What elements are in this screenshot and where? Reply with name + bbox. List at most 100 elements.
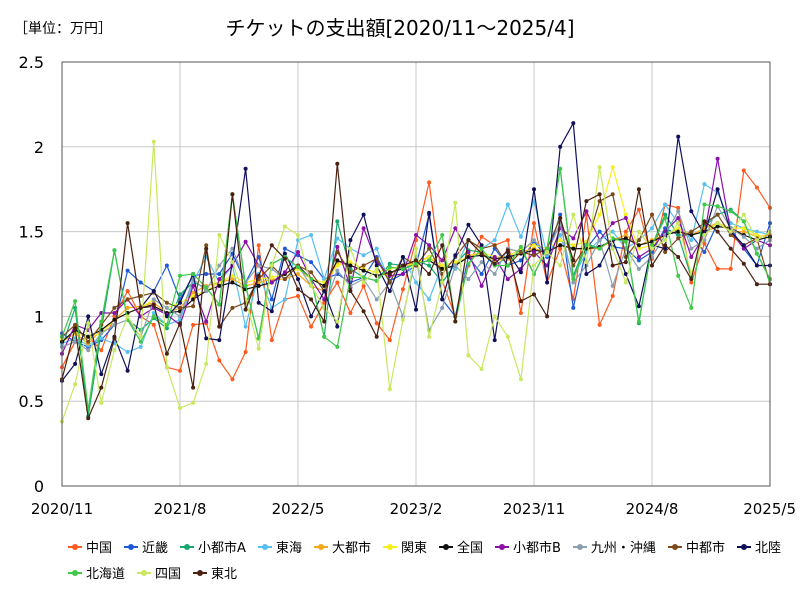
data-point [230,377,235,382]
data-point [138,344,143,349]
data-point [741,243,746,248]
data-point [400,287,405,292]
data-point [335,319,340,324]
data-point [558,166,563,171]
data-point [453,200,458,205]
data-point [348,238,353,243]
data-point [689,238,694,243]
legend-item: 関東 [382,537,427,556]
data-point [269,309,274,314]
data-point [453,319,458,324]
legend-swatch [667,543,682,550]
data-point [636,207,641,212]
data-point [584,209,589,214]
data-point [151,322,156,327]
data-point [348,311,353,315]
data-point [374,263,379,268]
data-point [400,255,405,259]
data-point [741,234,746,239]
data-point [178,314,182,319]
data-point [610,294,615,298]
data-point [230,192,235,197]
data-point [532,238,536,243]
data-point [532,292,536,297]
data-point [322,289,327,293]
data-point [479,246,484,251]
legend-item: 小都市A [180,537,246,556]
x-axis-ticks: 2020/11 2021/8 2022/5 2023/2 2023/11 2024/8 20… [31,500,796,518]
data-point [689,246,694,251]
data-point [636,246,641,251]
data-point [348,246,353,251]
data-point [400,317,405,322]
data-point [151,302,156,307]
data-point [728,246,733,251]
legend-swatch [137,569,152,576]
data-point [335,258,340,263]
data-point [518,234,523,239]
legend-item: 大都市 [313,537,371,556]
data-point [256,263,261,268]
legend-item: 中国 [68,537,112,556]
data-point [427,297,432,302]
data-point [532,250,536,254]
data-point [112,348,117,353]
data-point [178,273,182,278]
data-point [440,297,445,302]
data-point [584,272,589,276]
data-point [715,156,720,161]
data-point [282,277,287,282]
legend-swatch [68,569,82,576]
data-point [715,224,720,229]
data-point [636,255,641,259]
data-point [138,305,143,310]
data-point [112,311,117,315]
data-point [112,336,117,341]
data-point [86,416,91,421]
data-point [741,229,746,234]
data-point [571,246,576,251]
data-point [741,261,746,266]
data-point [164,305,169,310]
data-point [636,319,641,324]
data-point [558,263,563,268]
data-point [178,305,182,310]
data-point [492,243,497,248]
data-point [322,297,327,302]
chart-title: チケットの支出額[2020/11～2025/4] [225,16,575,40]
data-point [702,241,707,246]
legend-item: 北陸 [736,537,781,556]
data-point [387,265,392,270]
data-point [518,377,523,382]
data-point [164,314,169,319]
data-point [558,233,563,237]
data-point [282,224,287,229]
data-point [479,283,484,288]
legend-item: 四国 [137,563,181,582]
data-point [663,250,668,254]
data-point [73,326,78,331]
data-point [636,187,641,192]
data-point [361,268,366,273]
data-point [204,243,209,248]
data-point [191,322,196,327]
data-point [663,202,668,207]
data-point [754,238,759,243]
data-point [636,243,641,248]
data-point [204,246,209,251]
y-axis-ticks: 0 0.5 1 1.5 2 2.5 [19,53,44,496]
legend-label: 東海 [275,541,302,556]
data-point [256,273,261,278]
data-point [505,277,510,282]
data-point [125,305,130,310]
data-point [217,358,222,363]
data-point [335,236,340,241]
data-point [479,272,484,276]
data-point [427,258,432,263]
data-point [296,294,300,298]
data-point [505,238,510,243]
data-point [296,265,300,270]
data-point [728,233,733,237]
data-point [663,212,668,217]
data-point [361,212,366,217]
